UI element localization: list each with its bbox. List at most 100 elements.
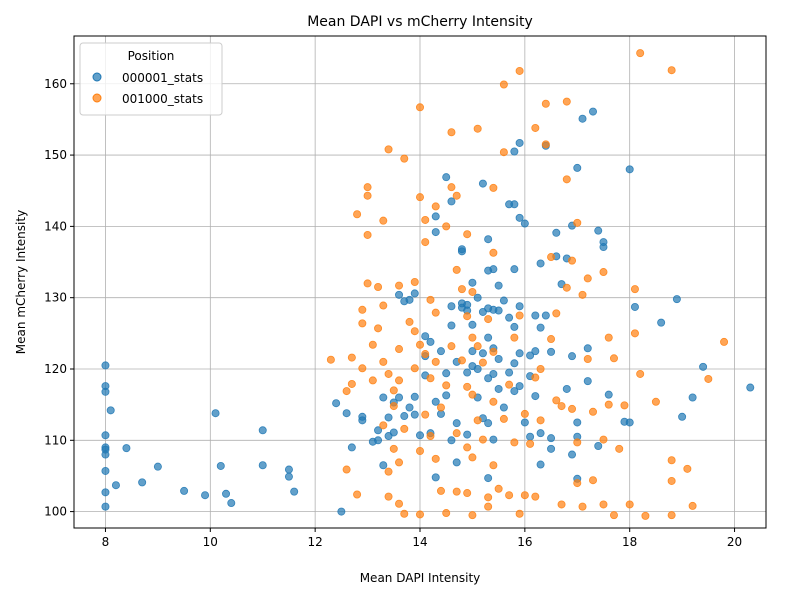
data-point	[347, 379, 356, 388]
data-point	[374, 324, 383, 333]
data-point	[452, 429, 461, 438]
series-000001_stats	[101, 107, 755, 516]
data-point	[494, 306, 503, 315]
data-point	[436, 486, 445, 495]
data-point	[431, 357, 440, 366]
data-point	[431, 228, 440, 237]
data-point	[410, 327, 419, 336]
data-point	[389, 386, 398, 395]
data-point	[222, 489, 231, 498]
data-point	[431, 473, 440, 482]
data-point	[426, 337, 435, 346]
data-point	[641, 511, 650, 520]
data-point	[363, 230, 372, 239]
data-point	[630, 329, 639, 338]
data-point	[494, 281, 503, 290]
data-point	[484, 419, 493, 428]
data-point	[688, 393, 697, 402]
data-point	[463, 489, 472, 498]
data-point	[201, 491, 210, 500]
data-point	[426, 295, 435, 304]
data-point	[515, 66, 524, 75]
series-001000_stats	[326, 49, 729, 520]
data-point	[395, 290, 404, 299]
data-point	[463, 382, 472, 391]
data-point	[400, 412, 409, 421]
legend-label-001000: 001000_stats	[122, 92, 203, 106]
data-point	[379, 357, 388, 366]
data-point	[101, 502, 110, 511]
data-point	[557, 500, 566, 509]
data-point	[358, 319, 367, 328]
x-tick-label: 12	[308, 535, 323, 549]
data-point	[562, 175, 571, 184]
y-tick-label: 110	[44, 433, 67, 447]
data-point	[557, 402, 566, 411]
data-point	[111, 481, 120, 490]
data-point	[573, 418, 582, 427]
data-point	[358, 305, 367, 314]
data-point	[447, 302, 456, 311]
data-point	[447, 197, 456, 206]
data-point	[484, 333, 493, 342]
data-point	[374, 436, 383, 445]
data-point	[384, 369, 393, 378]
data-point	[599, 435, 608, 444]
data-point	[562, 283, 571, 292]
data-point	[211, 409, 220, 418]
data-point	[583, 377, 592, 386]
data-point	[505, 491, 514, 500]
data-point	[510, 147, 519, 156]
data-point	[442, 391, 451, 400]
x-tick-label: 18	[622, 535, 637, 549]
data-point	[436, 403, 445, 412]
data-point	[615, 444, 624, 453]
data-point	[379, 461, 388, 470]
data-point	[573, 479, 582, 488]
data-point	[101, 431, 110, 440]
data-point	[452, 487, 461, 496]
data-point	[468, 333, 477, 342]
data-point	[568, 450, 577, 459]
x-tick-label: 10	[203, 535, 218, 549]
data-point	[515, 509, 524, 518]
data-point	[468, 320, 477, 329]
data-point	[468, 511, 477, 520]
data-point	[410, 392, 419, 401]
data-point	[395, 345, 404, 354]
data-point	[489, 397, 498, 406]
data-point	[526, 351, 535, 360]
data-point	[547, 347, 556, 356]
data-point	[547, 434, 556, 443]
data-point	[442, 509, 451, 518]
data-point	[499, 80, 508, 89]
data-point	[625, 500, 634, 509]
data-point	[594, 226, 603, 235]
data-point	[699, 362, 708, 371]
data-point	[515, 138, 524, 147]
data-point	[547, 253, 556, 262]
data-point	[484, 502, 493, 511]
data-point	[447, 321, 456, 330]
x-tick-label: 8	[102, 535, 110, 549]
data-point	[400, 509, 409, 518]
data-point	[609, 354, 618, 363]
data-point	[452, 265, 461, 274]
data-point	[284, 472, 293, 481]
data-point	[415, 340, 424, 349]
data-point	[410, 289, 419, 298]
data-point	[473, 124, 482, 133]
data-point	[604, 390, 613, 399]
data-point	[536, 416, 545, 425]
data-point	[415, 193, 424, 202]
data-point	[426, 374, 435, 383]
y-tick-label: 150	[44, 148, 67, 162]
data-point	[389, 402, 398, 411]
data-point	[395, 376, 404, 385]
data-point	[552, 396, 561, 405]
data-point	[284, 465, 293, 474]
data-point	[531, 492, 540, 501]
data-point	[473, 293, 482, 302]
legend-label-000001: 000001_stats	[122, 71, 203, 85]
data-point	[583, 274, 592, 283]
